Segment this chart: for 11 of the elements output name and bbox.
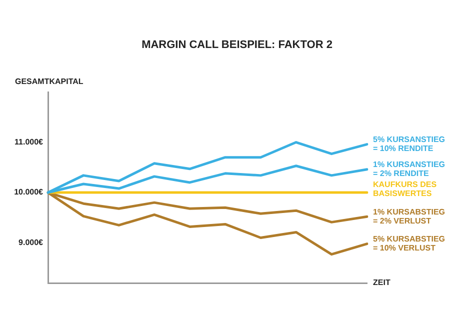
series-label: KAUFKURS DES BASISWERTES — [373, 180, 438, 198]
series-label: 5% KURSANSTIEG = 10% RENDITE — [373, 134, 446, 153]
x-axis-title: ZEIT — [373, 278, 390, 288]
y-axis-title: GESAMTKAPITAL — [15, 77, 84, 86]
series-label: 5% KURSABSTIEG = 10% VERLUST — [373, 234, 446, 252]
chart-title: MARGIN CALL BEISPIEL: FAKTOR 2 — [142, 39, 332, 52]
series-label: 1% KURSANSTIEG = 2% RENDITE — [373, 160, 446, 178]
y-tick-label: 9.000€ — [18, 238, 44, 247]
series-label: 1% KURSABSTIEG = 2% VERLUST — [373, 207, 446, 226]
y-tick-label: 10.000€ — [14, 188, 44, 197]
y-tick-label: 11.000€ — [14, 137, 44, 146]
